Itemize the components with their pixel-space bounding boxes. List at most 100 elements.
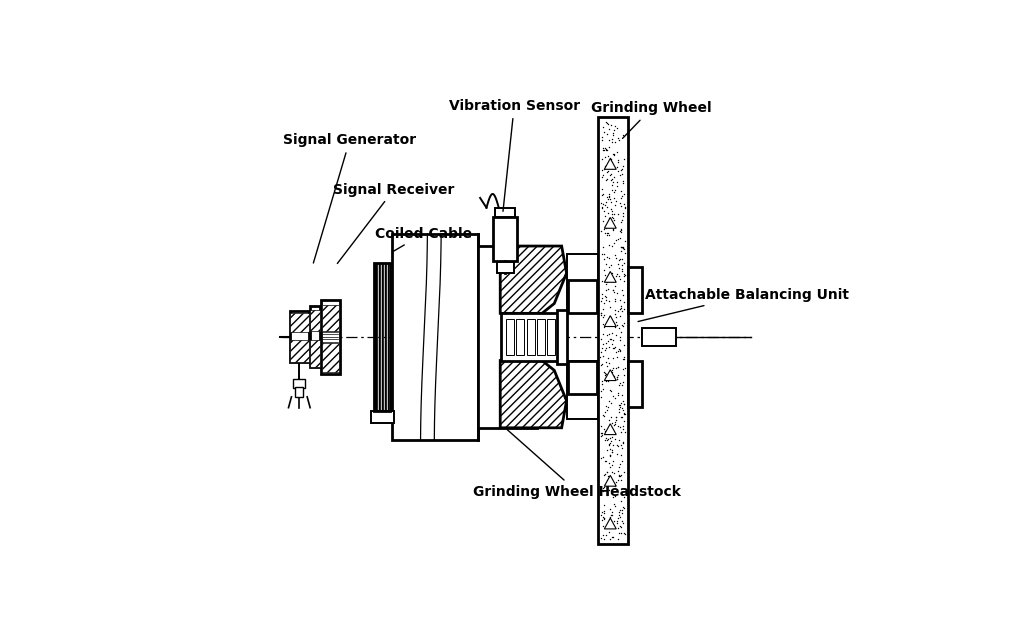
Point: [595, 122, 611, 132]
Point: [601, 189, 617, 200]
Point: [607, 293, 624, 304]
Point: [595, 143, 611, 153]
Point: [603, 272, 620, 283]
Point: [601, 440, 617, 450]
Point: [616, 426, 633, 436]
Point: [599, 277, 615, 287]
Point: [597, 357, 613, 367]
Point: [596, 514, 612, 524]
Point: [601, 142, 617, 152]
Point: [593, 198, 609, 208]
Point: [611, 170, 628, 181]
Point: [600, 228, 616, 238]
Point: [616, 528, 633, 538]
Point: [610, 390, 627, 400]
Point: [606, 239, 623, 249]
Point: [595, 410, 611, 420]
Point: [606, 343, 623, 353]
Text: Coiled Cable: Coiled Cable: [375, 226, 472, 252]
Point: [603, 466, 620, 477]
Point: [597, 144, 613, 154]
Point: [600, 192, 616, 202]
Point: [597, 228, 613, 238]
Point: [612, 303, 629, 313]
Point: [599, 145, 615, 155]
Point: [596, 469, 612, 479]
Bar: [567, 280, 597, 313]
Point: [605, 215, 622, 225]
Point: [613, 242, 630, 252]
Bar: [392, 234, 478, 440]
Point: [605, 531, 622, 542]
Polygon shape: [501, 360, 566, 428]
Point: [597, 291, 613, 301]
Point: [611, 323, 628, 333]
Point: [614, 290, 631, 300]
Point: [605, 285, 622, 295]
Point: [598, 228, 614, 239]
Bar: [383, 263, 384, 411]
Point: [607, 500, 624, 510]
Point: [608, 352, 625, 362]
Point: [616, 370, 633, 380]
Point: [594, 359, 610, 369]
Point: [610, 466, 627, 476]
Point: [615, 377, 632, 387]
Point: [607, 184, 624, 195]
Point: [602, 153, 618, 163]
Point: [611, 400, 628, 410]
Point: [602, 156, 618, 166]
Point: [616, 297, 633, 307]
Point: [605, 420, 622, 430]
Point: [614, 191, 631, 201]
Point: [604, 134, 621, 144]
Bar: [567, 360, 597, 394]
Point: [613, 403, 630, 413]
Point: [595, 318, 611, 329]
Point: [609, 177, 626, 187]
Point: [594, 293, 610, 304]
Point: [603, 241, 620, 251]
Point: [593, 431, 609, 441]
Point: [601, 302, 617, 312]
Point: [597, 376, 613, 386]
Point: [615, 399, 632, 410]
Point: [593, 343, 609, 353]
Point: [613, 168, 630, 179]
Point: [597, 152, 613, 162]
Point: [596, 128, 612, 138]
Point: [611, 471, 628, 481]
Point: [593, 334, 609, 345]
Point: [594, 131, 610, 142]
Point: [595, 512, 611, 522]
Point: [595, 351, 611, 361]
Point: [616, 408, 633, 419]
Point: [609, 362, 626, 372]
Point: [612, 242, 629, 252]
Point: [602, 197, 618, 207]
Point: [603, 397, 620, 408]
Point: [605, 276, 622, 286]
Point: [616, 409, 633, 419]
Point: [614, 390, 631, 400]
Point: [596, 513, 612, 523]
Point: [611, 470, 628, 480]
Point: [601, 329, 617, 339]
Point: [603, 478, 620, 488]
Point: [612, 226, 629, 236]
Point: [603, 510, 620, 521]
Bar: [628, 360, 642, 407]
Point: [596, 145, 612, 156]
Point: [608, 415, 625, 426]
Point: [601, 473, 617, 483]
Bar: [557, 310, 566, 364]
Point: [613, 380, 630, 390]
Point: [596, 265, 612, 276]
Point: [607, 250, 624, 260]
Point: [608, 147, 625, 158]
Point: [611, 378, 628, 389]
Point: [604, 480, 621, 491]
Point: [598, 279, 614, 289]
Point: [605, 187, 622, 197]
Point: [614, 438, 631, 449]
